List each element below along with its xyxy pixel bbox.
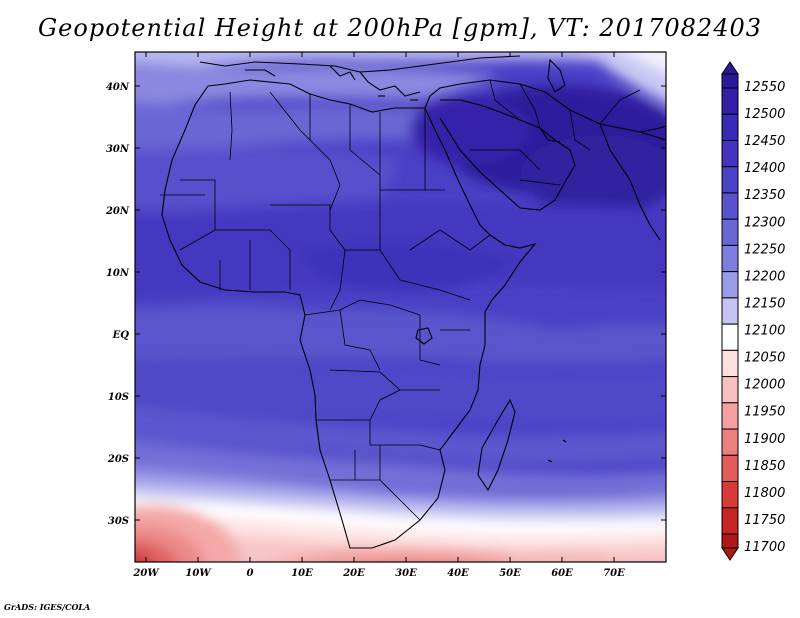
colorbar-swatch — [721, 428, 739, 456]
x-tick-label: 30E — [395, 568, 417, 579]
colorbar-swatch — [721, 166, 739, 194]
y-tick-label: 40N — [106, 82, 130, 93]
colorbar: 12550 12500 12450 12400 12350 12300 12250 12200… — [721, 61, 785, 561]
y-tick-label: 30S — [108, 516, 129, 527]
colorbar-label: 12550 — [744, 80, 785, 95]
height-field — [135, 52, 666, 562]
colorbar-label: 11850 — [744, 459, 785, 474]
x-tick-label: 10E — [291, 568, 313, 579]
colorbar-label: 12050 — [744, 351, 785, 366]
colorbar-swatch — [721, 402, 739, 430]
colorbar-swatch — [721, 192, 739, 220]
colorbar-swatch — [721, 113, 739, 141]
colorbar-swatch — [721, 87, 739, 115]
x-tick-label: 0 — [247, 568, 254, 579]
x-tick-label: 20E — [342, 568, 365, 579]
y-tick-label: EQ — [112, 330, 130, 341]
colorbar-swatch — [721, 507, 739, 535]
country-borders — [160, 79, 641, 521]
colorbar-label: 11750 — [744, 513, 785, 528]
plot-frame — [134, 51, 667, 563]
colorbar-label: 12350 — [744, 188, 785, 203]
x-tick-label: 70E — [603, 568, 625, 579]
colorbar-swatch — [721, 454, 739, 483]
colorbar-bottom-arrow — [721, 547, 739, 561]
colorbar-swatch — [721, 533, 739, 549]
colorbar-swatch — [721, 244, 739, 273]
colorbar-swatch — [721, 481, 739, 509]
colorbar-label: 11950 — [744, 405, 785, 420]
colorbar-label: 12150 — [744, 296, 785, 311]
colorbar-swatch — [721, 218, 739, 246]
colorbar-label: 12300 — [744, 215, 785, 230]
map-axes: 20W 10W 0 10E 20E 30E 40E 50E 60E 70E 40N 30N 20N 10N… — [105, 52, 666, 579]
colorbar-swatch — [721, 73, 739, 89]
y-tick-label: 10N — [106, 268, 130, 279]
colorbar-label: 12400 — [744, 161, 785, 176]
x-tick-label: 10W — [185, 568, 212, 579]
x-tick-label: 40E — [447, 568, 469, 579]
colorbar-label: 11700 — [744, 540, 785, 555]
x-tick-label: 50E — [499, 568, 521, 579]
colorbar-label: 12500 — [744, 107, 785, 122]
colorbar-swatch — [721, 271, 739, 299]
colorbar-label: 12000 — [744, 378, 785, 393]
colorbar-label: 11900 — [744, 432, 785, 447]
chart-title: Geopotential Height at 200hPa [gpm], VT:… — [38, 14, 762, 42]
y-tick-label: 20S — [107, 454, 129, 465]
y-tick-label: 30N — [106, 144, 130, 155]
y-tick-label: 20N — [105, 206, 130, 217]
colorbar-swatch — [721, 376, 739, 404]
colorbar-swatch — [721, 297, 739, 325]
colorbar-swatch — [721, 139, 739, 168]
colorbar-label: 12450 — [744, 134, 785, 149]
y-tick-label: 10S — [108, 392, 129, 403]
colorbar-label: 12100 — [744, 324, 785, 339]
x-tick-label: 20W — [132, 568, 160, 579]
colorbar-top-arrow — [721, 61, 739, 75]
colorbar-label: 11800 — [744, 486, 785, 501]
colorbar-swatch — [721, 323, 739, 351]
colorbar-swatch — [721, 349, 739, 378]
credit-label: GrADS: IGES/COLA — [4, 602, 91, 612]
x-tick-label: 60E — [551, 568, 573, 579]
colorbar-label: 12200 — [744, 269, 785, 284]
colorbar-label: 12250 — [744, 242, 785, 257]
